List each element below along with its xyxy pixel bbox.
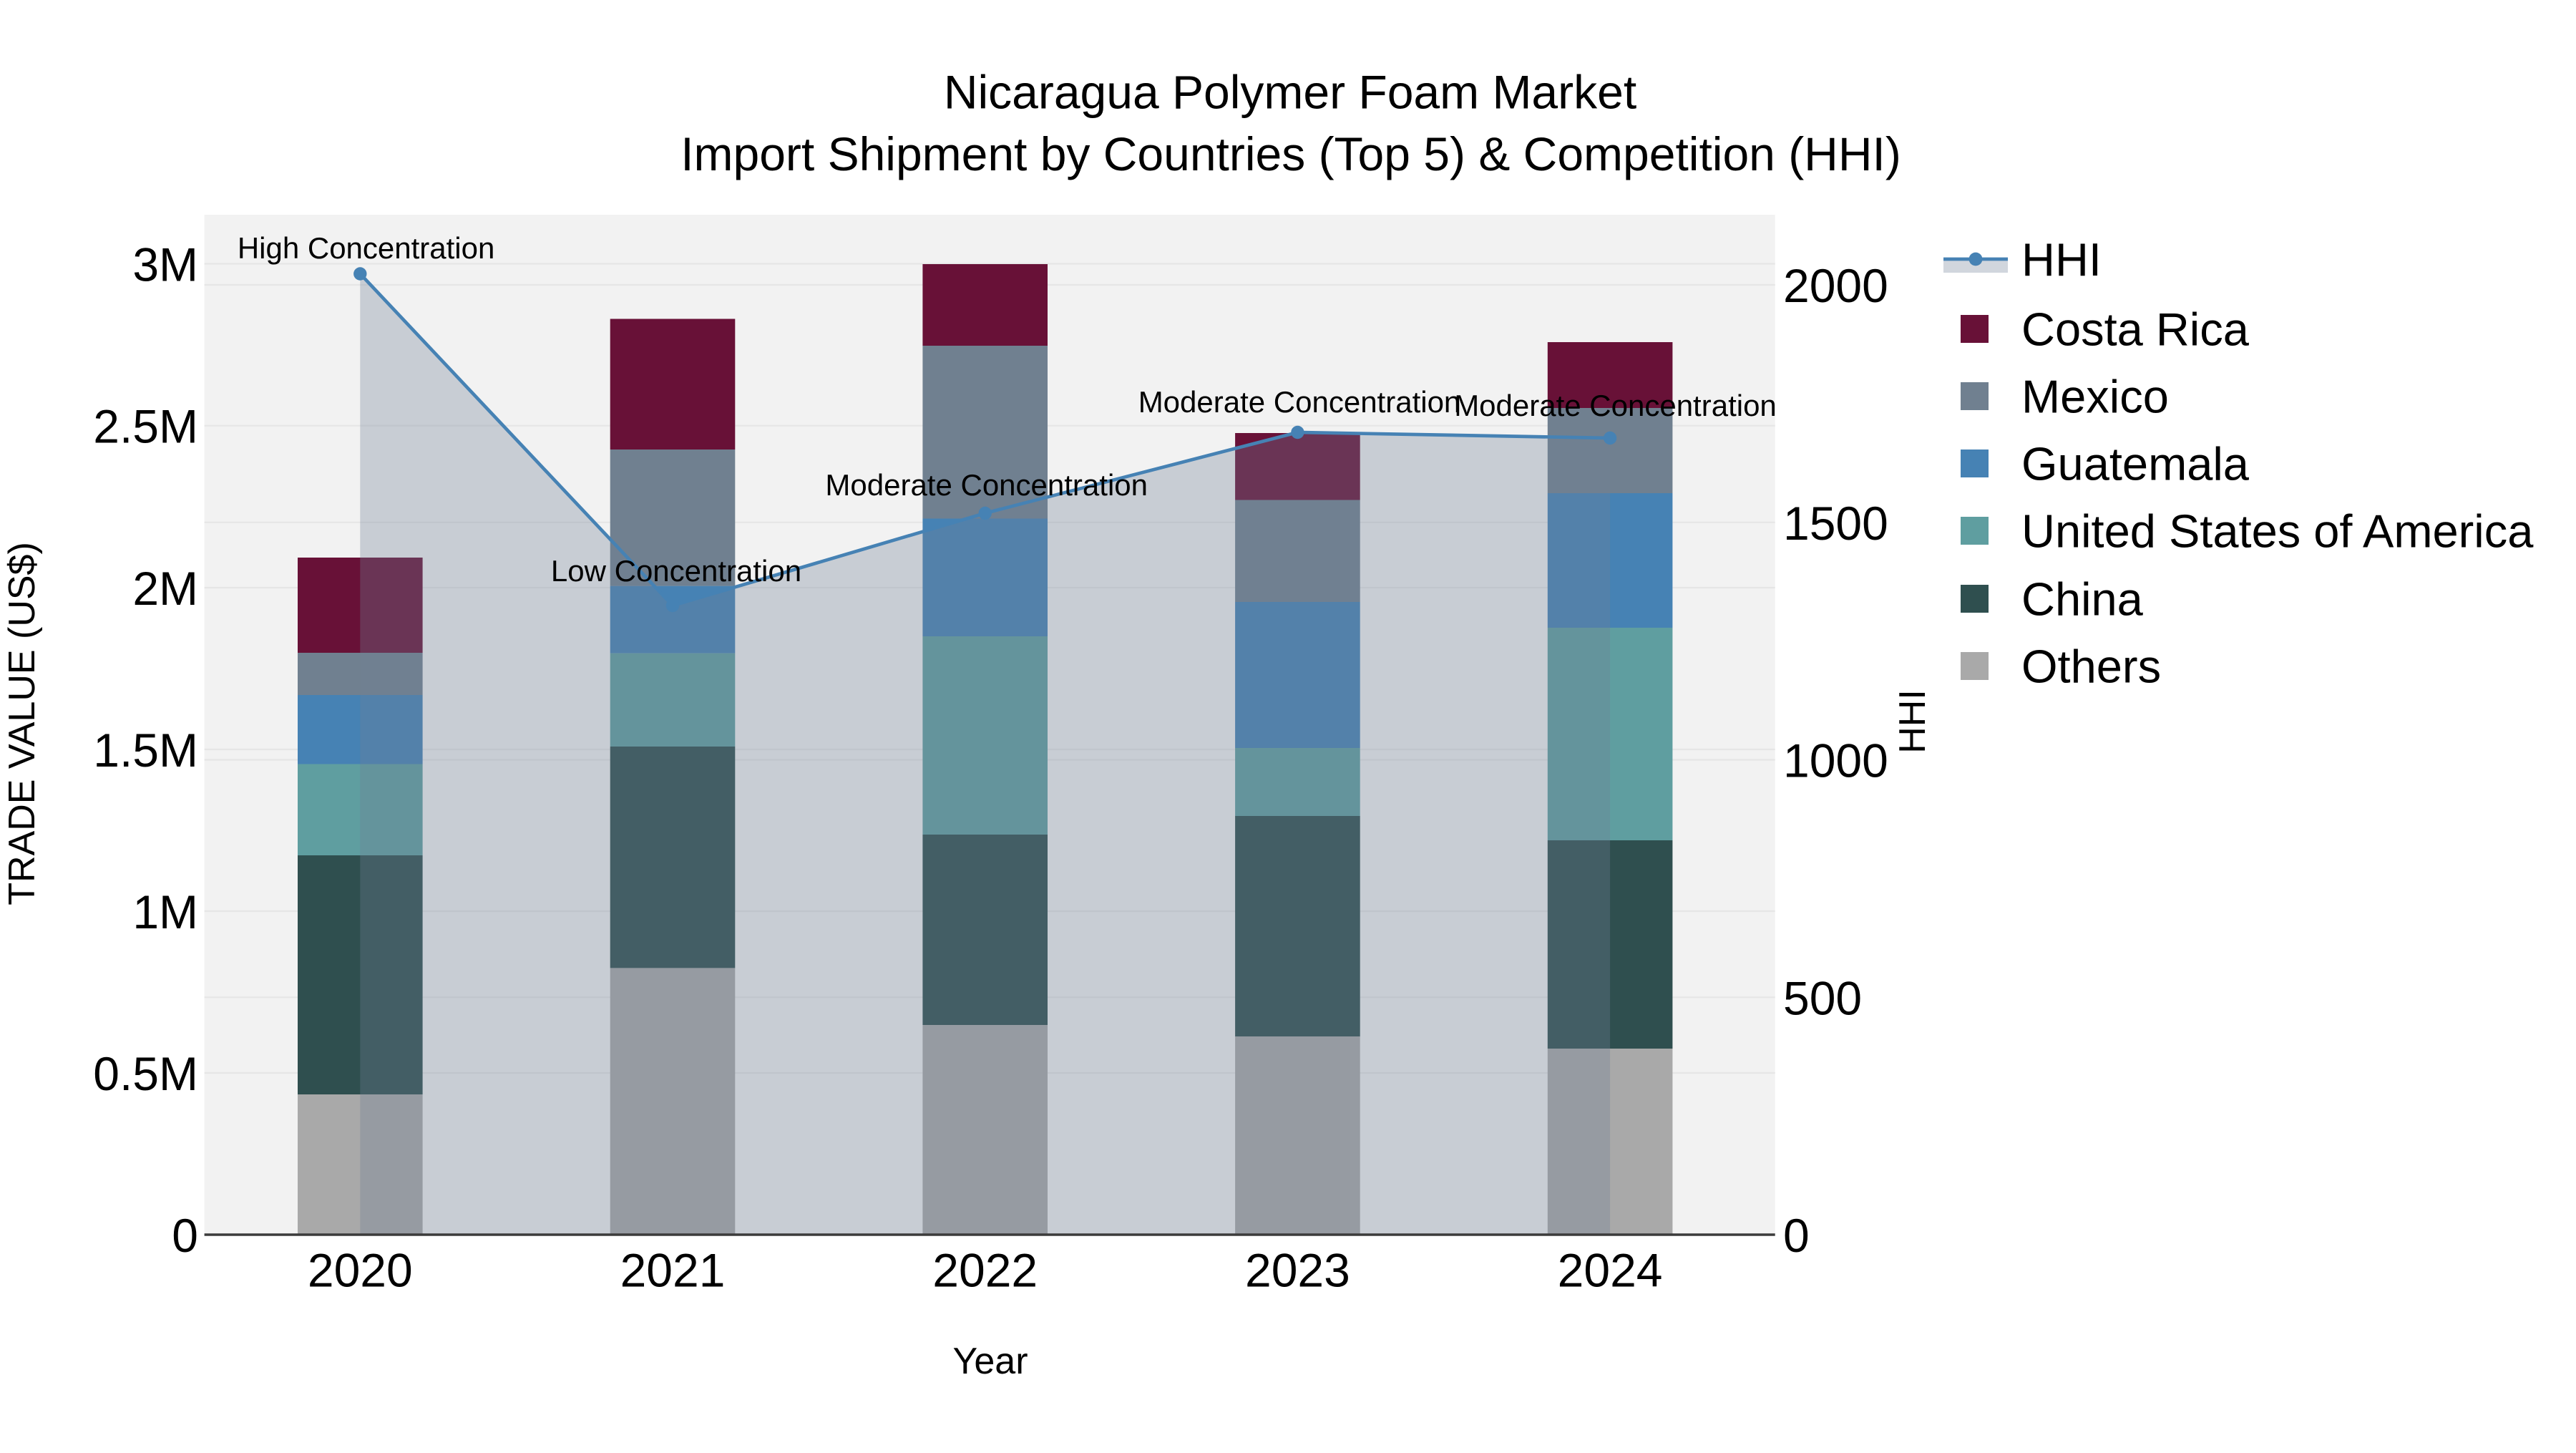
svg-text:2024: 2024 — [1558, 1243, 1663, 1296]
svg-text:1500: 1500 — [1783, 497, 1888, 550]
svg-text:Guatemala: Guatemala — [2021, 438, 2250, 490]
svg-text:2000: 2000 — [1783, 259, 1888, 312]
svg-text:Moderate Concentration: Moderate Concentration — [1454, 389, 1777, 422]
svg-text:Costa Rica: Costa Rica — [2021, 303, 2250, 356]
svg-text:HHI: HHI — [1892, 689, 1933, 754]
svg-text:TRADE VALUE (US$): TRADE VALUE (US$) — [1, 542, 43, 905]
svg-text:United States of America: United States of America — [2021, 505, 2534, 558]
svg-text:2.5M: 2.5M — [93, 400, 198, 453]
svg-text:Moderate Concentration: Moderate Concentration — [1138, 385, 1461, 419]
svg-text:Moderate Concentration: Moderate Concentration — [825, 468, 1148, 502]
svg-text:2021: 2021 — [620, 1243, 726, 1296]
svg-text:High Concentration: High Concentration — [238, 231, 495, 265]
svg-text:Low Concentration: Low Concentration — [551, 554, 801, 588]
svg-text:Import Shipment by Countries (: Import Shipment by Countries (Top 5) & C… — [680, 127, 1901, 180]
svg-text:2M: 2M — [132, 562, 198, 615]
svg-text:1.5M: 1.5M — [93, 724, 198, 777]
svg-text:2020: 2020 — [308, 1243, 413, 1296]
svg-text:Nicaragua Polymer Foam Market: Nicaragua Polymer Foam Market — [944, 66, 1636, 119]
svg-text:Mexico: Mexico — [2021, 371, 2169, 423]
svg-text:Others: Others — [2021, 641, 2161, 693]
svg-text:0.5M: 0.5M — [93, 1047, 198, 1100]
svg-text:500: 500 — [1783, 971, 1862, 1024]
svg-text:HHI: HHI — [2021, 233, 2102, 286]
svg-text:3M: 3M — [132, 238, 198, 291]
svg-text:0: 0 — [1783, 1209, 1810, 1262]
svg-text:2023: 2023 — [1245, 1243, 1350, 1296]
svg-text:Year: Year — [952, 1341, 1028, 1382]
svg-text:2022: 2022 — [932, 1243, 1038, 1296]
svg-text:0: 0 — [172, 1209, 198, 1262]
svg-text:1M: 1M — [132, 885, 198, 938]
svg-text:China: China — [2021, 573, 2144, 626]
svg-text:1000: 1000 — [1783, 734, 1888, 787]
